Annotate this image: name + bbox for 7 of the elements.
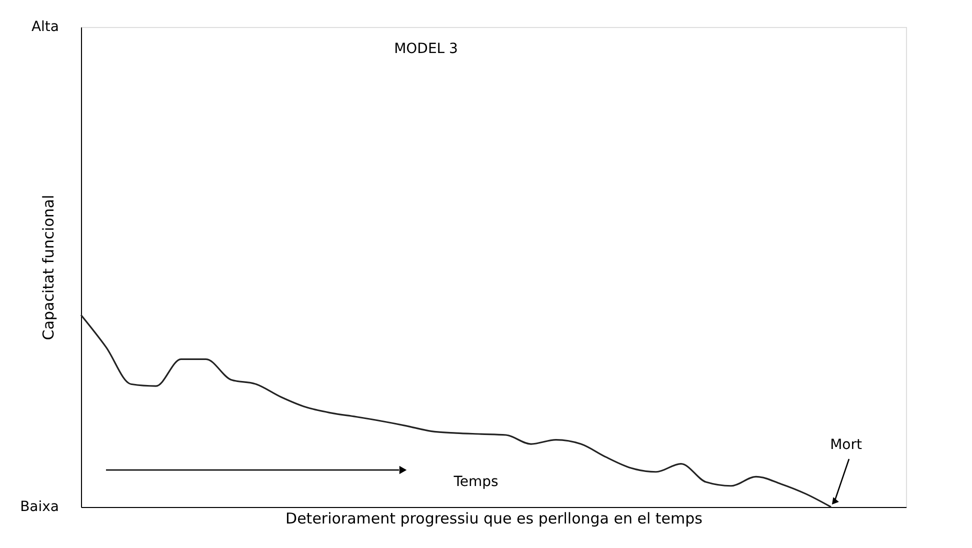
text: Baixa: [20, 499, 59, 515]
text: Alta: [31, 19, 59, 35]
chart-title: MODEL 3: [394, 41, 458, 57]
y-axis-title: Capacitat funcional: [40, 194, 58, 340]
annotation: Temps: [452, 474, 498, 490]
x-axis-title: Deteriorament progressiu que es perllonga en el temps: [286, 510, 703, 528]
annotation: Mort: [830, 437, 862, 453]
